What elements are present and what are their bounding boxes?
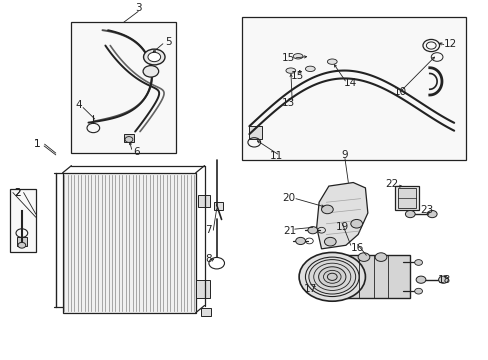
Polygon shape bbox=[316, 183, 367, 249]
Ellipse shape bbox=[307, 226, 317, 234]
Ellipse shape bbox=[18, 242, 26, 248]
Ellipse shape bbox=[324, 237, 335, 246]
Text: 21: 21 bbox=[283, 226, 296, 236]
Ellipse shape bbox=[438, 276, 447, 283]
Bar bbox=[242, 17, 466, 160]
Bar bbox=[195, 280, 210, 298]
Text: 10: 10 bbox=[393, 87, 407, 97]
Ellipse shape bbox=[308, 260, 355, 294]
Text: 9: 9 bbox=[341, 150, 347, 160]
Bar bbox=[394, 186, 418, 211]
Text: 17: 17 bbox=[303, 284, 316, 294]
Ellipse shape bbox=[295, 237, 305, 244]
Text: 12: 12 bbox=[443, 39, 456, 49]
Bar bbox=[200, 308, 211, 316]
Bar bbox=[198, 195, 210, 207]
Ellipse shape bbox=[414, 260, 422, 265]
Text: 20: 20 bbox=[281, 193, 294, 203]
Ellipse shape bbox=[414, 288, 422, 294]
Text: 22: 22 bbox=[385, 179, 398, 189]
Text: 7: 7 bbox=[204, 225, 211, 235]
Ellipse shape bbox=[293, 54, 303, 59]
Ellipse shape bbox=[143, 49, 164, 65]
Bar bbox=[249, 126, 261, 139]
Ellipse shape bbox=[427, 211, 436, 218]
Ellipse shape bbox=[374, 253, 386, 261]
Ellipse shape bbox=[405, 211, 414, 218]
Text: 15: 15 bbox=[281, 53, 294, 63]
Ellipse shape bbox=[327, 59, 336, 64]
Text: 1: 1 bbox=[34, 139, 41, 149]
Ellipse shape bbox=[357, 253, 369, 261]
Ellipse shape bbox=[125, 136, 133, 142]
Ellipse shape bbox=[350, 220, 362, 228]
Ellipse shape bbox=[321, 205, 332, 214]
Text: 4: 4 bbox=[76, 100, 82, 110]
Bar bbox=[346, 255, 409, 298]
Text: 16: 16 bbox=[350, 243, 364, 253]
Bar bbox=[397, 188, 415, 208]
Ellipse shape bbox=[318, 267, 345, 287]
Text: 2: 2 bbox=[15, 188, 21, 198]
Ellipse shape bbox=[415, 276, 425, 283]
Ellipse shape bbox=[285, 68, 295, 73]
Text: 8: 8 bbox=[204, 254, 211, 264]
Bar bbox=[124, 134, 134, 142]
Ellipse shape bbox=[299, 252, 365, 301]
Ellipse shape bbox=[305, 66, 315, 72]
Text: 1: 1 bbox=[34, 139, 41, 149]
Text: 15: 15 bbox=[290, 71, 303, 81]
Text: 11: 11 bbox=[269, 150, 282, 161]
Text: 6: 6 bbox=[133, 147, 139, 157]
Ellipse shape bbox=[327, 273, 336, 280]
Ellipse shape bbox=[148, 52, 160, 62]
Text: 23: 23 bbox=[420, 206, 433, 216]
Bar bbox=[17, 237, 27, 246]
Text: 13: 13 bbox=[281, 98, 294, 108]
Text: 19: 19 bbox=[335, 222, 348, 231]
Bar bbox=[71, 22, 176, 153]
Text: 18: 18 bbox=[437, 275, 450, 285]
Bar bbox=[213, 202, 222, 211]
Text: 2: 2 bbox=[15, 188, 21, 198]
Text: 3: 3 bbox=[135, 3, 141, 13]
Bar bbox=[10, 189, 36, 252]
Ellipse shape bbox=[143, 66, 158, 77]
Text: 14: 14 bbox=[344, 78, 357, 88]
Text: 5: 5 bbox=[165, 37, 172, 47]
Polygon shape bbox=[62, 173, 195, 313]
